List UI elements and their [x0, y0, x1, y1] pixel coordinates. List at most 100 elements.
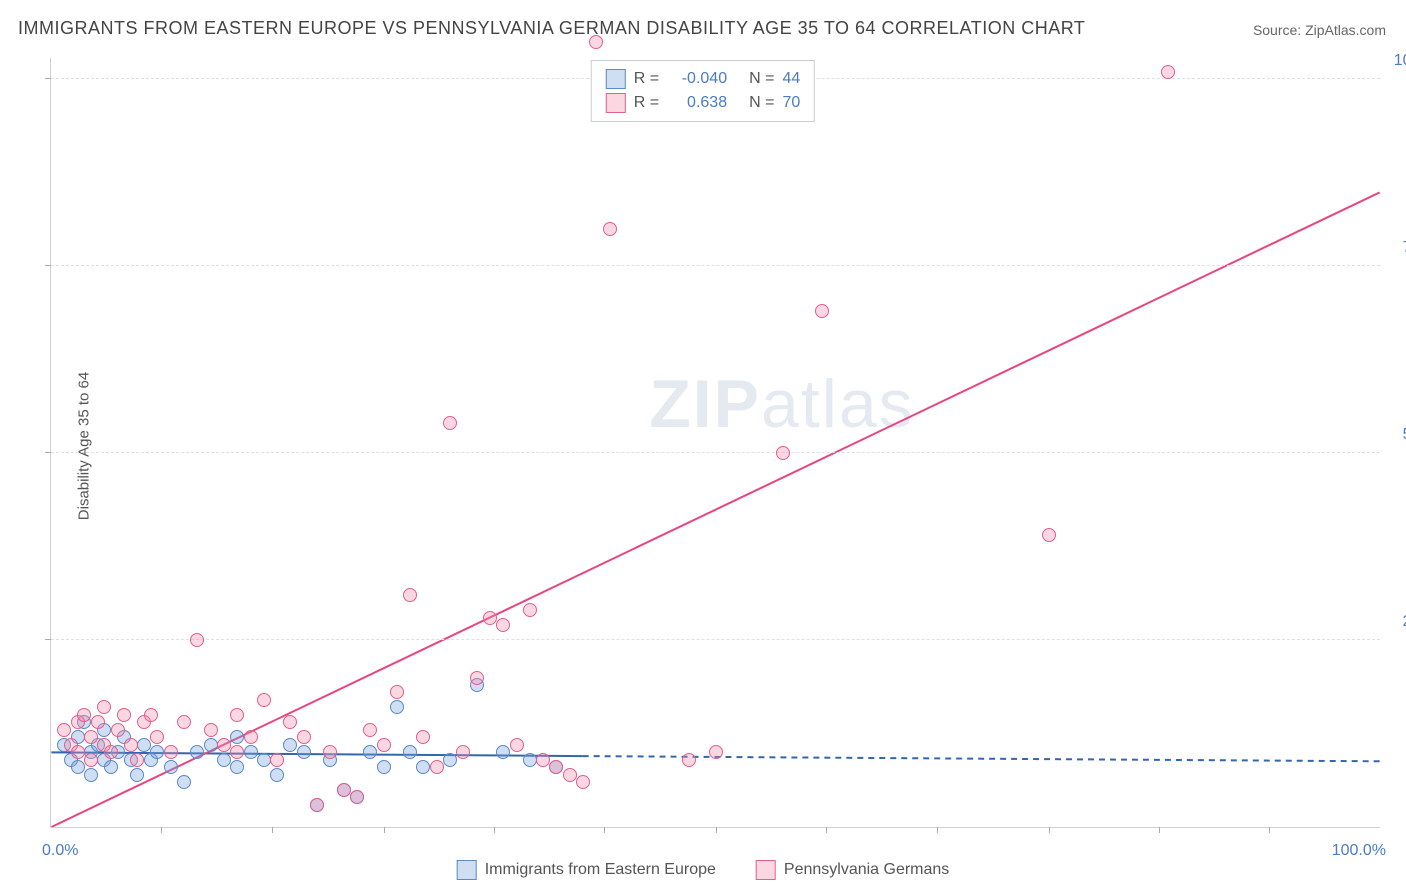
n-value: 44: [782, 67, 800, 91]
legend-item: Immigrants from Eastern Europe: [457, 860, 716, 880]
x-tick-mark: [716, 827, 717, 833]
data-point: [111, 723, 125, 737]
data-point: [350, 790, 364, 804]
gridline-h: [51, 452, 1380, 453]
data-point: [496, 618, 510, 632]
data-point: [416, 760, 430, 774]
y-tick-label: 75.0%: [1403, 239, 1406, 257]
x-tick-mark: [826, 827, 827, 833]
data-point: [709, 745, 723, 759]
data-point: [177, 775, 191, 789]
data-point: [377, 760, 391, 774]
data-point: [204, 738, 218, 752]
data-point: [117, 708, 131, 722]
data-point: [549, 760, 563, 774]
data-point: [283, 715, 297, 729]
series-name: Immigrants from Eastern Europe: [485, 861, 716, 879]
y-tick-mark: [45, 639, 51, 640]
legend-series: Immigrants from Eastern Europe Pennsylvan…: [457, 860, 950, 880]
data-point: [416, 730, 430, 744]
data-point: [363, 745, 377, 759]
data-point: [104, 745, 118, 759]
legend-stats: R =-0.040N =44R =0.638N =70: [591, 60, 815, 122]
data-point: [230, 730, 244, 744]
data-point: [190, 633, 204, 647]
x-tick-mark: [161, 827, 162, 833]
watermark: ZIPatlas: [649, 365, 914, 443]
legend-stat-row: R =0.638N =70: [606, 91, 800, 115]
data-point: [84, 768, 98, 782]
y-tick-label: 50.0%: [1403, 426, 1406, 444]
data-point: [363, 723, 377, 737]
data-point: [270, 753, 284, 767]
x-tick-0: 0.0%: [42, 842, 78, 860]
data-point: [150, 745, 164, 759]
y-tick-label: 100.0%: [1394, 52, 1406, 70]
legend-swatch: [606, 93, 626, 113]
data-point: [77, 708, 91, 722]
x-tick-mark: [1269, 827, 1270, 833]
data-point: [1161, 65, 1175, 79]
legend-stat-row: R =-0.040N =44: [606, 67, 800, 91]
data-point: [84, 753, 98, 767]
data-point: [563, 768, 577, 782]
data-point: [682, 753, 696, 767]
x-tick-100: 100.0%: [1332, 842, 1386, 860]
data-point: [1042, 528, 1056, 542]
data-point: [576, 775, 590, 789]
legend-swatch: [457, 860, 477, 880]
data-point: [217, 753, 231, 767]
legend-swatch: [756, 860, 776, 880]
data-point: [84, 730, 98, 744]
data-point: [297, 730, 311, 744]
data-point: [297, 745, 311, 759]
r-label: R =: [634, 67, 659, 91]
gridline-h: [51, 265, 1380, 266]
x-tick-mark: [937, 827, 938, 833]
chart-title: IMMIGRANTS FROM EASTERN EUROPE VS PENNSY…: [18, 18, 1085, 39]
data-point: [390, 685, 404, 699]
data-point: [150, 730, 164, 744]
data-point: [97, 700, 111, 714]
data-point: [57, 723, 71, 737]
data-point: [230, 745, 244, 759]
legend-swatch: [606, 69, 626, 89]
data-point: [456, 745, 470, 759]
data-point: [283, 738, 297, 752]
data-point: [323, 745, 337, 759]
data-point: [443, 753, 457, 767]
n-label: N =: [749, 67, 774, 91]
data-point: [310, 798, 324, 812]
plot-area: ZIPatlas 25.0%50.0%75.0%100.0%: [50, 58, 1380, 828]
x-tick-mark: [494, 827, 495, 833]
data-point: [230, 708, 244, 722]
data-point: [164, 745, 178, 759]
data-point: [815, 304, 829, 318]
data-point: [510, 738, 524, 752]
data-point: [204, 723, 218, 737]
data-point: [403, 745, 417, 759]
data-point: [337, 783, 351, 797]
data-point: [71, 745, 85, 759]
data-point: [470, 671, 484, 685]
data-point: [190, 745, 204, 759]
series-name: Pennsylvania Germans: [784, 861, 949, 879]
source-label: Source: ZipAtlas.com: [1253, 22, 1386, 38]
data-point: [71, 760, 85, 774]
data-point: [390, 700, 404, 714]
x-tick-mark: [384, 827, 385, 833]
data-point: [124, 738, 138, 752]
data-point: [443, 416, 457, 430]
trend-lines: [51, 58, 1380, 827]
data-point: [144, 708, 158, 722]
data-point: [483, 611, 497, 625]
data-point: [244, 730, 258, 744]
r-label: R =: [634, 91, 659, 115]
data-point: [403, 588, 417, 602]
data-point: [177, 715, 191, 729]
legend-item: Pennsylvania Germans: [756, 860, 949, 880]
y-tick-mark: [45, 452, 51, 453]
data-point: [130, 753, 144, 767]
data-point: [430, 760, 444, 774]
n-label: N =: [749, 91, 774, 115]
